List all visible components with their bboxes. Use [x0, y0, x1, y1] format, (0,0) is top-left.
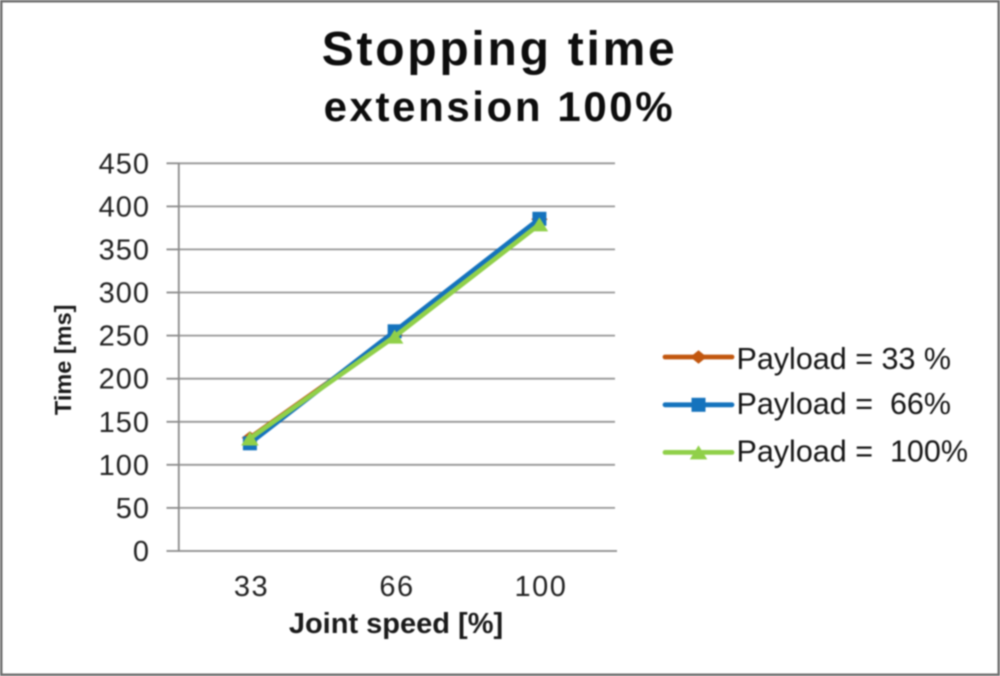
svg-text:Joint speed [%]: Joint speed [%]: [289, 608, 503, 640]
svg-text:33: 33: [234, 571, 269, 603]
svg-text:extension 100%: extension 100%: [324, 83, 673, 130]
svg-text:Stopping time: Stopping time: [322, 23, 675, 76]
svg-text:Time [ms]: Time [ms]: [50, 305, 76, 416]
svg-text:100: 100: [99, 450, 150, 482]
svg-text:Payload = 66%: Payload = 66%: [737, 387, 952, 421]
svg-text:350: 350: [99, 234, 150, 266]
svg-text:0: 0: [133, 536, 150, 568]
svg-text:66: 66: [379, 571, 414, 603]
svg-text:400: 400: [99, 191, 150, 223]
svg-text:300: 300: [99, 278, 150, 310]
svg-text:50: 50: [116, 493, 150, 525]
svg-text:150: 150: [99, 407, 150, 439]
svg-text:Payload = 33 %: Payload = 33 %: [737, 342, 952, 376]
svg-text:100: 100: [515, 571, 568, 603]
svg-text:450: 450: [99, 148, 150, 180]
svg-text:200: 200: [99, 364, 150, 396]
svg-text:Payload = 100%: Payload = 100%: [737, 435, 968, 469]
svg-text:250: 250: [99, 321, 150, 353]
